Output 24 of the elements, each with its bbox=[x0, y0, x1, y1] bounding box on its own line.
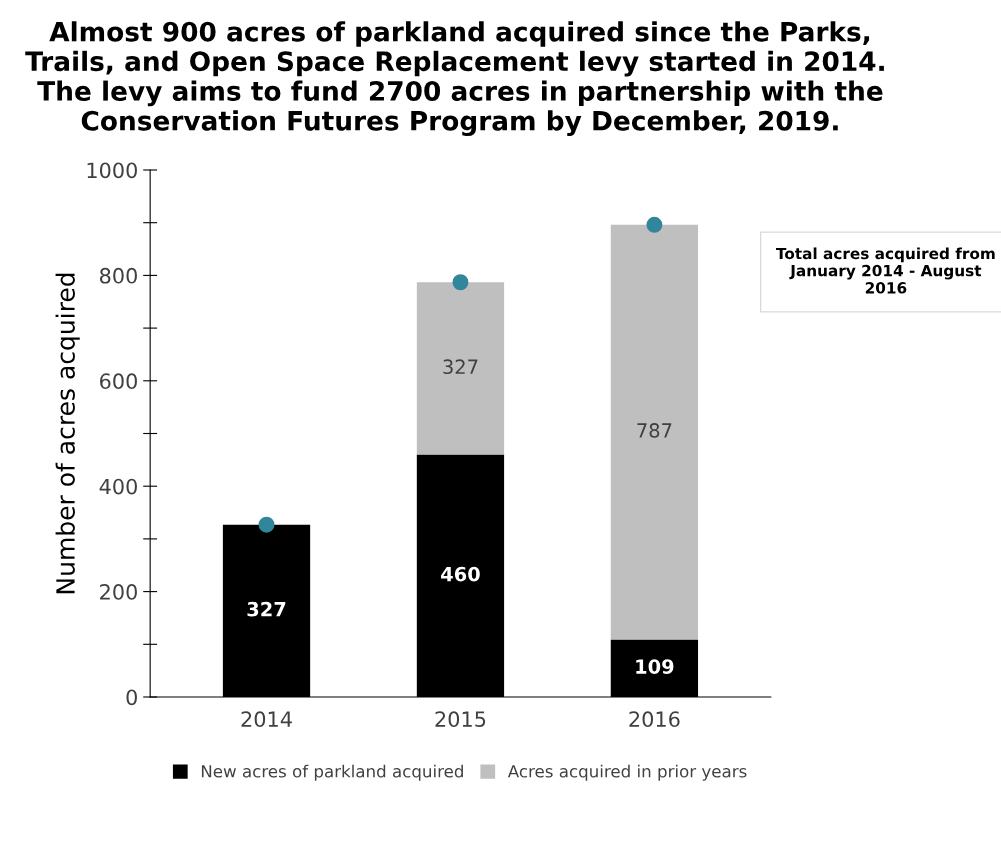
x-tick-label: 2014 bbox=[241, 711, 292, 728]
data-label: 460 bbox=[441, 566, 480, 582]
y-tick-label: 200 bbox=[100, 584, 137, 600]
y-tick-label: 400 bbox=[99, 478, 137, 495]
y-tick-label: 800 bbox=[99, 267, 137, 284]
legend-label: Acres acquired in prior years bbox=[507, 764, 747, 781]
x-tick-label: 2016 bbox=[629, 711, 680, 728]
y-tick-label: 600 bbox=[100, 373, 137, 390]
bar bbox=[416, 282, 505, 455]
bar bbox=[610, 224, 699, 640]
text: Total acres acquired from January 2014 - August 2016 bbox=[776, 247, 995, 294]
y-tick-label: 1000 bbox=[87, 162, 137, 179]
chart-title: Almost 900 acres of parkland acquired since the Parks, Trails, and Open Space Replacement levy started in 2014. The levy aims to fund 2700 acres in partnership with the Conservation Futures Program by December, 2019. bbox=[25, 21, 884, 137]
point bbox=[258, 516, 275, 533]
data-label: 327 bbox=[443, 359, 478, 375]
data-label: 327 bbox=[247, 601, 286, 617]
point bbox=[452, 274, 469, 291]
y-axis-title: Number of acres acquired bbox=[55, 273, 80, 594]
data-label: 787 bbox=[637, 423, 672, 438]
legend-label: New acres of parkland acquired bbox=[201, 764, 463, 781]
data-label: 109 bbox=[636, 659, 674, 674]
point bbox=[646, 216, 663, 233]
y-tick-label: 0 bbox=[126, 689, 137, 706]
x-tick-label: 2015 bbox=[435, 711, 486, 728]
